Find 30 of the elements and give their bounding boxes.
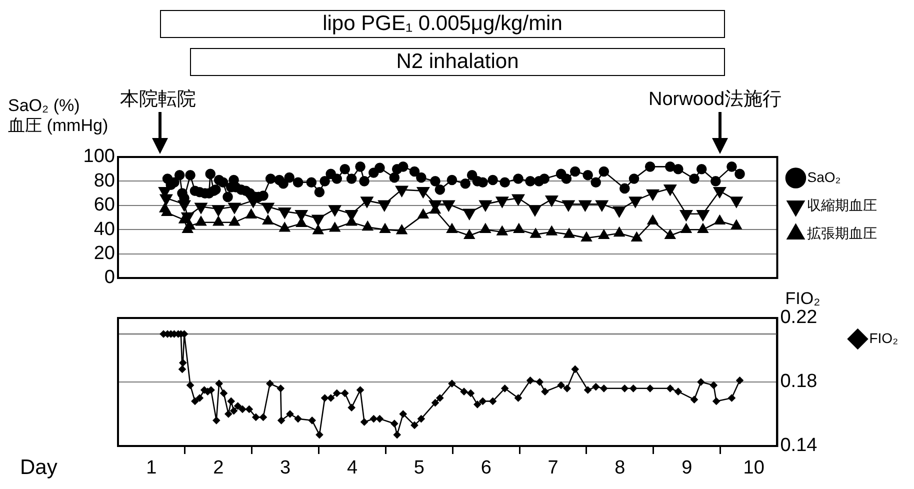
y-axis-title: SaO₂ (%) 血圧 (mmHg): [8, 96, 108, 136]
x-tick-label: 4: [346, 458, 358, 479]
x-tick-label: 1: [146, 458, 157, 479]
x-tick-label: 3: [280, 458, 291, 479]
text: 本院転院: [120, 88, 196, 112]
legend-label: FIO₂: [869, 330, 898, 346]
x-tick-label: 10: [743, 458, 764, 479]
y-tick-label: 0: [104, 267, 115, 288]
y-tick-label: 80: [94, 170, 115, 192]
legend-label: 収縮期血圧: [807, 196, 878, 213]
y-tick-label: 0.18: [780, 371, 818, 392]
y-tick-label: 100: [83, 146, 115, 168]
y-tick-label: 0.14: [780, 435, 818, 456]
y-tick-label: 40: [94, 218, 115, 240]
x-tick-label: 7: [548, 458, 558, 479]
x-tick-label: 2: [213, 458, 224, 479]
legend-label: SaO₂: [807, 168, 841, 185]
y-tick-label: 20: [94, 243, 115, 264]
legend-label: 拡張期血圧: [807, 224, 878, 241]
x-axis-title: Day: [20, 456, 58, 480]
y-tick-label: 60: [94, 194, 115, 216]
x-tick-label: 8: [614, 458, 626, 479]
text: lipo PGE₁ 0.005μg/kg/min: [160, 10, 725, 38]
x-tick-label: 5: [414, 458, 424, 479]
y-tick-label: 0.22: [780, 307, 818, 328]
x-tick-label: 9: [682, 458, 692, 479]
y-axis-title: FIO₂: [785, 289, 820, 308]
text: Norwood法施行: [648, 88, 782, 112]
x-tick-label: 6: [480, 458, 492, 479]
text: N2 inhalation: [190, 48, 725, 76]
